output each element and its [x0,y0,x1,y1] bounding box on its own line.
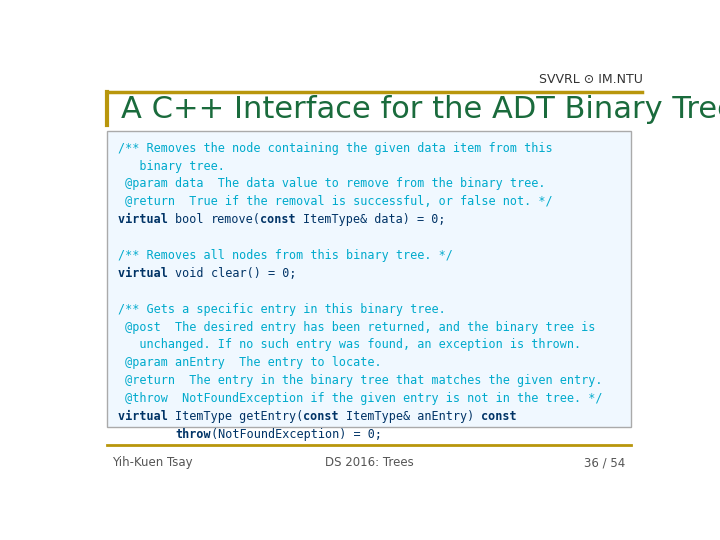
Text: @return  The entry in the binary tree that matches the given entry.: @return The entry in the binary tree tha… [118,374,603,387]
Bar [107,131,631,427]
Text: virtual: virtual [118,213,175,226]
Text: ItemType& data) = 0;: ItemType& data) = 0; [303,213,446,226]
Text: SVVRL ⊙ IM.NTU: SVVRL ⊙ IM.NTU [539,73,642,86]
Text: remove(: remove( [210,213,261,226]
Text: /** Removes the node containing the given data item from this: /** Removes the node containing the give… [118,141,552,155]
Text: DS 2016: Trees: DS 2016: Trees [325,456,413,469]
Text: binary tree.: binary tree. [118,160,225,173]
Text: @param data  The data value to remove from the binary tree.: @param data The data value to remove fro… [118,178,546,191]
Text: clear() = 0;: clear() = 0; [210,267,296,280]
Text: virtual: virtual [118,410,175,423]
Text: unchanged. If no such entry was found, an exception is thrown.: unchanged. If no such entry was found, a… [118,339,581,352]
Text: const: const [481,410,517,423]
Text: @param anEntry  The entry to locate.: @param anEntry The entry to locate. [118,356,382,369]
Text: 36 / 54: 36 / 54 [585,456,626,469]
Text: @post  The desired entry has been returned, and the binary tree is: @post The desired entry has been returne… [118,321,595,334]
Text: throw: throw [175,428,210,441]
Text: @throw  NotFoundException if the given entry is not in the tree. */: @throw NotFoundException if the given en… [118,392,603,405]
Text: const: const [261,213,303,226]
Text: /** Removes all nodes from this binary tree. */: /** Removes all nodes from this binary t… [118,249,453,262]
Text: ItemType getEntry(: ItemType getEntry( [175,410,303,423]
Text: A C++ Interface for the ADT Binary Tree (3/4): A C++ Interface for the ADT Binary Tree … [121,95,720,124]
Text: const: const [303,410,346,423]
Text: bool: bool [175,213,210,226]
Text: /** Gets a specific entry in this binary tree.: /** Gets a specific entry in this binary… [118,302,446,316]
Text: ItemType& anEntry): ItemType& anEntry) [346,410,481,423]
Text: (NotFoundException) = 0;: (NotFoundException) = 0; [210,428,382,441]
Text: virtual: virtual [118,267,175,280]
Text: @return  True if the removal is successful, or false not. */: @return True if the removal is successfu… [118,195,552,208]
Text: void: void [175,267,210,280]
Text: Yih-Kuen Tsay: Yih-Kuen Tsay [112,456,193,469]
